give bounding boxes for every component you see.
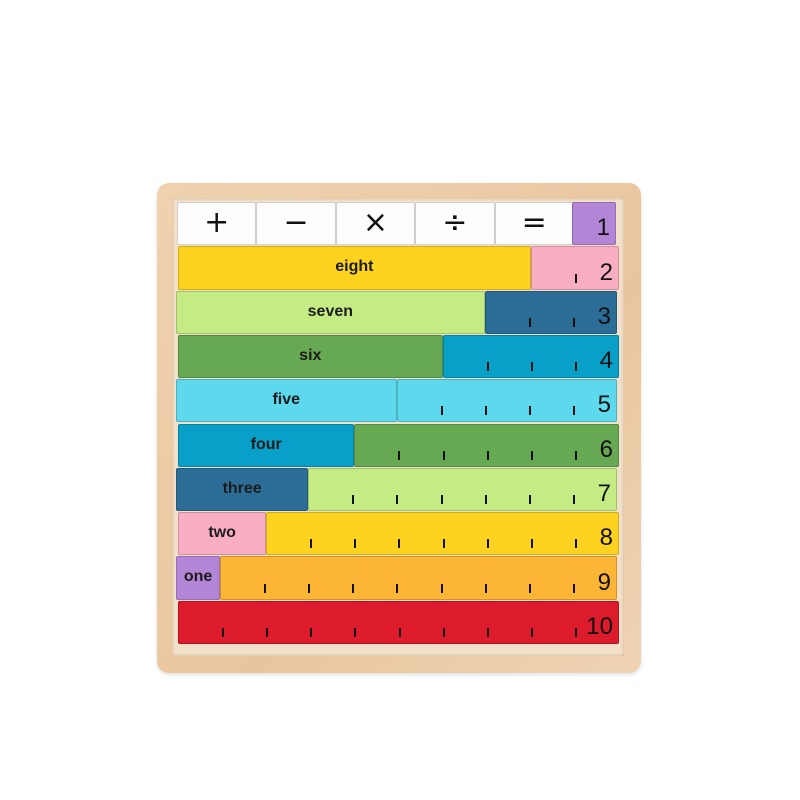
- word-label: two: [208, 524, 236, 542]
- unit-tick: [528, 317, 531, 327]
- unit-tick: [398, 539, 401, 549]
- word-label: eight: [335, 258, 374, 276]
- number-bar-7: 7: [308, 467, 617, 512]
- unit-tick: [574, 539, 577, 549]
- unit-tick: [442, 539, 445, 549]
- unit-tick: [486, 362, 489, 372]
- unit-tick: [572, 317, 575, 327]
- number-label: 3: [597, 302, 611, 330]
- unit-tick: [486, 627, 489, 637]
- unit-tick: [264, 583, 267, 593]
- number-bar-3: 3: [484, 290, 617, 334]
- symbol-glyph: +: [204, 205, 230, 240]
- unit-tick: [530, 362, 533, 372]
- number-bar-4: 4: [442, 334, 619, 379]
- unit-tick: [486, 539, 489, 549]
- unit-tick: [572, 583, 575, 593]
- symbol-tile: −: [256, 202, 336, 246]
- unit-tick: [352, 495, 355, 505]
- number-label: 10: [586, 612, 613, 640]
- unit-tick: [574, 362, 577, 372]
- unit-tick: [398, 627, 401, 637]
- number-label: 2: [599, 258, 613, 286]
- word-label: five: [272, 391, 301, 409]
- symbol-glyph: ÷: [442, 205, 468, 240]
- number-label: 5: [597, 391, 611, 419]
- unit-tick: [572, 406, 575, 416]
- word-bar-three: three: [176, 467, 309, 512]
- unit-tick: [530, 450, 533, 460]
- number-bar-2: 2: [530, 246, 619, 290]
- unit-tick: [528, 583, 531, 593]
- unit-tick: [484, 583, 487, 593]
- unit-tick: [440, 495, 443, 505]
- unit-tick: [486, 450, 489, 460]
- number-label: 7: [597, 480, 611, 508]
- number-bar-10: 10: [178, 600, 619, 644]
- symbol-glyph: −: [283, 205, 309, 240]
- unit-tick: [310, 627, 313, 637]
- unit-tick: [266, 627, 269, 637]
- unit-tick: [352, 583, 355, 593]
- unit-tick: [396, 495, 399, 505]
- unit-tick: [530, 539, 533, 549]
- unit-tick: [222, 627, 225, 637]
- number-label: 1: [596, 214, 610, 242]
- number-label: 9: [597, 568, 611, 596]
- unit-tick: [442, 627, 445, 637]
- word-bar-six: six: [178, 334, 443, 379]
- unit-tick: [528, 406, 531, 416]
- unit-tick: [440, 583, 443, 593]
- unit-tick: [354, 627, 357, 637]
- number-bar-5: 5: [396, 379, 617, 423]
- word-bar-eight: eight: [178, 246, 531, 290]
- symbol-glyph: =: [521, 205, 547, 240]
- number-tile-1: 1: [571, 202, 616, 246]
- unit-tick: [574, 450, 577, 460]
- number-label: 4: [599, 347, 613, 375]
- unit-tick: [398, 450, 401, 460]
- unit-tick: [396, 583, 399, 593]
- word-label: seven: [307, 302, 354, 320]
- unit-tick: [572, 495, 575, 505]
- word-label: one: [183, 568, 213, 586]
- unit-tick: [484, 406, 487, 416]
- symbol-glyph: ×: [362, 205, 388, 240]
- number-bar-8: 8: [266, 512, 619, 556]
- unit-tick: [442, 450, 445, 460]
- unit-tick: [574, 627, 577, 637]
- symbol-tile: +: [177, 202, 257, 246]
- unit-tick: [484, 495, 487, 505]
- number-bar-9: 9: [220, 556, 617, 600]
- unit-tick: [574, 273, 577, 283]
- unit-tick: [440, 406, 443, 416]
- number-label: 6: [599, 435, 613, 463]
- unit-tick: [354, 539, 357, 549]
- number-bar-6: 6: [354, 423, 619, 467]
- word-label: six: [299, 346, 322, 364]
- symbol-tile: ÷: [415, 202, 495, 246]
- word-bar-four: four: [178, 423, 355, 467]
- word-label: four: [250, 435, 282, 453]
- word-bar-seven: seven: [176, 290, 485, 334]
- word-label: three: [222, 479, 262, 497]
- symbol-tile: =: [494, 202, 574, 246]
- unit-tick: [530, 627, 533, 637]
- unit-tick: [528, 495, 531, 505]
- number-label: 8: [599, 524, 613, 552]
- word-bar-one: one: [176, 556, 221, 600]
- word-bar-five: five: [176, 379, 397, 423]
- unit-tick: [308, 583, 311, 593]
- symbol-tile: ×: [335, 202, 416, 246]
- word-bar-two: two: [178, 512, 267, 556]
- unit-tick: [310, 539, 313, 549]
